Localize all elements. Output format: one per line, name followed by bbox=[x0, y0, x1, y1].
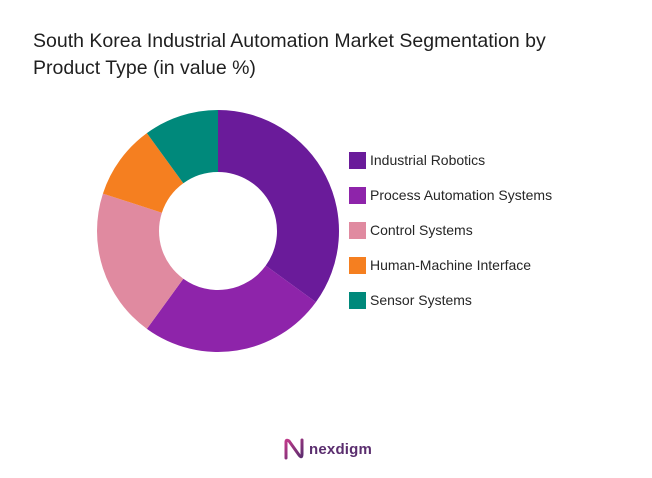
donut-slice-process-automation-systems bbox=[146, 265, 316, 352]
legend-item-control-systems: Control Systems bbox=[349, 220, 609, 240]
legend-item-human-machine-interface: Human-Machine Interface bbox=[349, 255, 609, 275]
legend-label: Process Automation Systems bbox=[370, 187, 553, 203]
legend-item-industrial-robotics: Industrial Robotics bbox=[349, 150, 609, 170]
legend-swatch bbox=[349, 256, 366, 274]
legend-swatch bbox=[349, 291, 366, 309]
chart-title-line-2: Product Type (in value %) bbox=[33, 57, 256, 79]
brand-logo: nexdigm bbox=[283, 436, 372, 462]
legend-swatch bbox=[349, 186, 366, 204]
donut-slice-control-systems bbox=[96, 193, 184, 329]
brand-name: nexdigm bbox=[309, 440, 373, 458]
legend-swatch bbox=[349, 151, 366, 169]
legend-label: Human-Machine Interface bbox=[370, 257, 532, 273]
legend-label: Industrial Robotics bbox=[370, 152, 486, 168]
donut-slice-sensor-systems bbox=[146, 110, 218, 184]
legend-swatch bbox=[349, 221, 366, 239]
chart-title-line-1: South Korea Industrial Automation Market… bbox=[33, 30, 546, 52]
donut-slice-human-machine-interface bbox=[102, 133, 184, 213]
donut-slice-industrial-robotics bbox=[218, 110, 339, 303]
nexdigm-logo-icon bbox=[284, 438, 304, 460]
legend-item-sensor-systems: Sensor Systems bbox=[349, 290, 609, 310]
chart-title: South Korea Industrial Automation Market… bbox=[33, 28, 633, 82]
legend-label: Control Systems bbox=[370, 222, 473, 238]
legend-label: Sensor Systems bbox=[370, 292, 472, 308]
legend-item-process-automation-systems: Process Automation Systems bbox=[349, 185, 609, 205]
